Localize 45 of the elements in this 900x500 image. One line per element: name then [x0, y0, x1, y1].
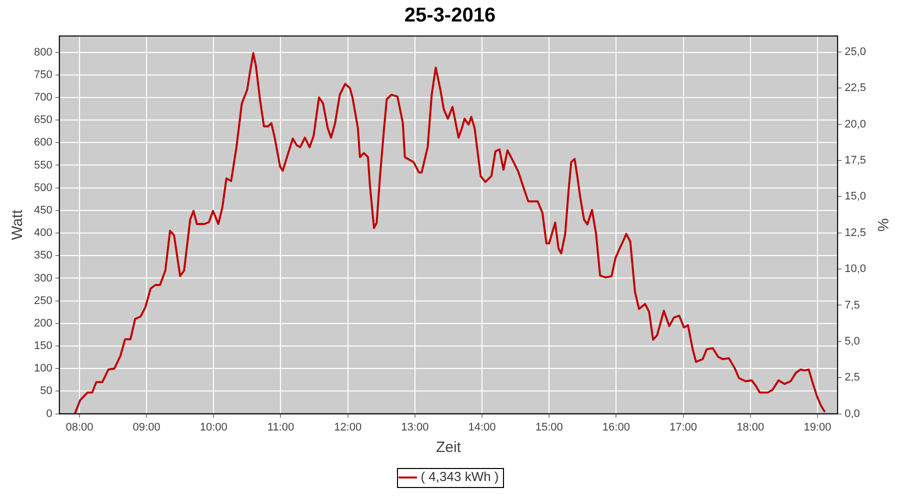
x-tick-label: 10:00 [200, 421, 228, 434]
y-tick-label: 800 [34, 46, 52, 58]
y2-tick-label: 15,0 [844, 190, 866, 203]
y-tick-label: 600 [34, 136, 52, 149]
y-tick-label: 450 [34, 204, 52, 216]
y2-tick-label: 0,0 [844, 408, 860, 420]
y2-tick-label: 7,5 [844, 299, 860, 312]
x-tick-label: 12:00 [334, 421, 362, 434]
x-tick-label: 17:00 [670, 421, 698, 434]
x-tick-label: 15:00 [535, 421, 563, 434]
x-tick-label: 13:00 [401, 421, 429, 434]
y-tick-label: 100 [34, 362, 52, 375]
y-tick-label: 400 [34, 227, 52, 240]
y-axis-title: Watt [9, 208, 26, 240]
y-tick-label: 150 [34, 340, 52, 352]
y2-axis-title: % [874, 218, 891, 232]
x-axis-title: Zeit [436, 439, 462, 456]
x-tick-label: 16:00 [602, 421, 630, 434]
y-tick-label: 650 [34, 114, 52, 126]
y-tick-label: 200 [34, 317, 52, 330]
x-tick-label: 09:00 [132, 421, 160, 434]
y-tick-label: 750 [34, 68, 52, 81]
y-tick-label: 350 [34, 250, 52, 262]
y-tick-label: 0 [46, 408, 52, 420]
y-tick-label: 300 [34, 272, 52, 284]
y-tick-label: 250 [34, 294, 52, 307]
y2-tick-label: 25,0 [844, 46, 866, 58]
x-tick-label: 08:00 [66, 421, 94, 434]
x-tick-label: 11:00 [267, 421, 294, 434]
x-tick-label: 14:00 [468, 421, 496, 434]
y2-tick-label: 22,5 [844, 82, 866, 94]
y-tick-label: 50 [40, 385, 52, 398]
y2-tick-label: 10,0 [844, 263, 866, 276]
y2-tick-label: 20,0 [844, 118, 866, 130]
y-tick-label: 700 [34, 91, 52, 104]
legend-label: ( 4,343 kWh ) [420, 469, 499, 484]
y2-tick-label: 2,5 [844, 372, 860, 384]
y-tick-label: 500 [34, 182, 52, 194]
y2-tick-label: 17,5 [844, 154, 866, 167]
y-tick-label: 550 [34, 159, 52, 172]
x-tick-label: 19:00 [804, 421, 832, 434]
x-tick-label: 18:00 [736, 421, 764, 434]
y2-tick-label: 12,5 [844, 226, 866, 239]
chart-title: 25-3-2016 [404, 4, 496, 27]
y2-tick-label: 5,0 [844, 335, 860, 348]
